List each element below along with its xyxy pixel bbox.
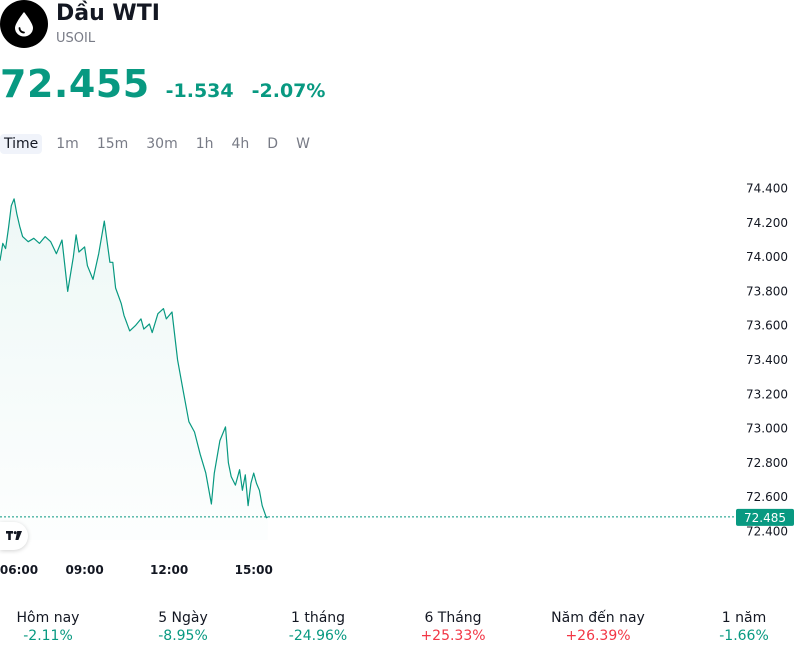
y-tick-label: 74.200: [746, 216, 788, 230]
y-tick-label: 73.200: [746, 387, 788, 401]
performance-strip: Hôm nay -2.11% 5 Ngày -8.95% 1 tháng -24…: [0, 610, 800, 650]
perf-label: 5 Ngày: [158, 610, 208, 626]
perf-label: Năm đến nay: [551, 610, 645, 626]
perf-value: -2.11%: [23, 628, 73, 644]
perf-value: -24.96%: [288, 628, 348, 644]
instrument-symbol: USOIL: [56, 31, 96, 46]
quote-row: 72.455 -1.534 -2.07%: [0, 62, 325, 106]
perf-5-days[interactable]: 5 Ngày -8.95%: [148, 610, 218, 644]
perf-label: 1 năm: [721, 610, 767, 626]
y-tick-label: 73.600: [746, 319, 788, 333]
price-area-fill: [0, 198, 268, 540]
last-price-badge: [736, 508, 794, 526]
price-change: -1.534: [165, 80, 234, 102]
y-tick-label: 74.400: [746, 182, 788, 196]
tab-1m[interactable]: 1m: [56, 136, 79, 152]
y-tick-label: 72.400: [746, 524, 788, 538]
tab-d[interactable]: D: [267, 136, 279, 152]
perf-1-month[interactable]: 1 tháng -24.96%: [282, 610, 354, 644]
tradingview-logo-icon[interactable]: [0, 522, 28, 550]
perf-6-months[interactable]: 6 Tháng +25.33%: [418, 610, 488, 644]
y-tick-label: 73.800: [746, 284, 788, 298]
perf-label: Hôm nay: [16, 610, 80, 626]
y-tick-label: 73.400: [746, 353, 788, 367]
tab-4h[interactable]: 4h: [231, 136, 250, 152]
last-price-label: 72.485: [744, 511, 786, 525]
x-tick-label: 15:00: [235, 563, 273, 577]
tab-1h[interactable]: 1h: [195, 136, 214, 152]
perf-label: 1 tháng: [290, 610, 346, 626]
x-tick-label: 12:00: [150, 563, 188, 577]
perf-ytd[interactable]: Năm đến nay +26.39%: [548, 610, 648, 644]
perf-value: -8.95%: [158, 628, 208, 644]
price-change-percent: -2.07%: [251, 80, 326, 102]
perf-1-year[interactable]: 1 năm -1.66%: [714, 610, 774, 644]
perf-value: -1.66%: [719, 628, 769, 644]
perf-label: 6 Tháng: [424, 610, 482, 626]
y-tick-label: 74.000: [746, 250, 788, 264]
tab-30m[interactable]: 30m: [146, 136, 178, 152]
oil-drop-icon: [0, 0, 48, 48]
y-tick-label: 72.600: [746, 490, 788, 504]
tab-15m[interactable]: 15m: [96, 136, 129, 152]
instrument-title: Dầu WTI: [56, 1, 160, 26]
perf-today[interactable]: Hôm nay -2.11%: [12, 610, 84, 644]
tab-w[interactable]: W: [296, 136, 310, 152]
tab-time[interactable]: Time: [0, 134, 43, 154]
timeframe-tabs: Time 1m 15m 30m 1h 4h D W: [0, 132, 324, 156]
y-tick-label: 72.800: [746, 456, 788, 470]
perf-value: +25.33%: [420, 628, 486, 644]
perf-value: +26.39%: [565, 628, 631, 644]
x-tick-label: 09:00: [65, 563, 103, 577]
x-tick-label: 06:00: [0, 563, 38, 577]
price-series-line[interactable]: [0, 198, 269, 519]
price-chart[interactable]: 74.400 74.200 74.000 73.800 73.600 73.400 73.2…: [0, 180, 800, 585]
y-tick-label: 73.000: [746, 422, 788, 436]
last-price: 72.455: [0, 62, 150, 106]
